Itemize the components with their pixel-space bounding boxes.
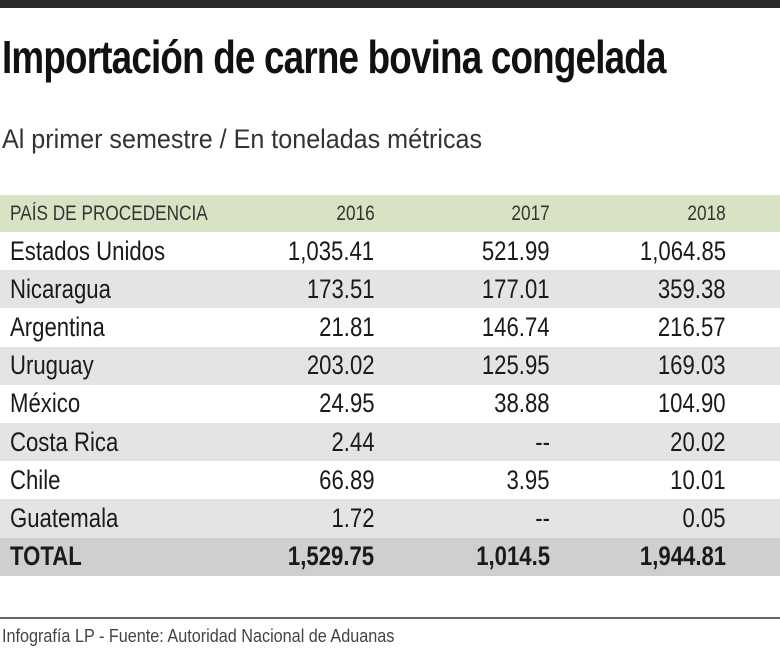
header-row: PAÍS DE PROCEDENCIA 2016 2017 2018 [0, 195, 780, 232]
country-cell: TOTAL [0, 537, 270, 576]
value-2018: 169.03 [549, 346, 726, 385]
value-2016: 203.02 [269, 346, 375, 385]
value-2017: 125.95 [374, 346, 550, 385]
value-2018: 359.38 [549, 270, 726, 309]
header-2017: 2017 [374, 195, 550, 232]
data-table: PAÍS DE PROCEDENCIA 2016 2017 2018 Estad… [0, 195, 780, 576]
table-row: Argentina 21.81 146.74 216.57 [0, 308, 780, 346]
top-bar [0, 0, 780, 8]
row-pad [726, 461, 780, 499]
total-row: TOTAL 1,529.75 1,014.5 1,944.81 [0, 537, 780, 576]
header-pad [725, 195, 780, 232]
value-2018: 0.05 [549, 499, 726, 538]
country-cell: Guatemala [0, 499, 270, 538]
country-cell: Costa Rica [0, 422, 270, 462]
row-pad [725, 499, 780, 538]
value-2016: 21.81 [319, 311, 375, 342]
table-row: Chile 66.89 3.95 10.01 [0, 461, 780, 499]
country-cell: Chile [10, 464, 61, 495]
table-row: Nicaragua 173.51 177.01 359.38 [0, 270, 780, 309]
chart-subtitle: Al primer semestre / En toneladas métric… [2, 124, 483, 154]
table-row: Uruguay 203.02 125.95 169.03 [0, 346, 780, 385]
value-2018: 216.57 [657, 311, 726, 342]
table-row: Estados Unidos 1,035.41 521.99 1,064.85 [0, 232, 780, 270]
value-2017: -- [374, 499, 550, 538]
value-2017: 177.01 [374, 270, 550, 309]
header-2018: 2018 [549, 195, 726, 232]
table-row: México 24.95 38.88 104.90 [0, 385, 780, 423]
value-2016: 1,529.75 [269, 537, 375, 576]
value-2016: 24.95 [319, 388, 375, 419]
country-cell: México [10, 388, 81, 419]
value-2018: 10.01 [670, 464, 726, 495]
value-2017: 38.88 [494, 388, 550, 419]
table-row: Guatemala 1.72 -- 0.05 [0, 499, 780, 538]
row-pad [726, 232, 780, 270]
value-2018: 1,944.81 [549, 537, 726, 576]
value-2017: 1,014.5 [374, 537, 550, 576]
row-pad [725, 270, 780, 309]
table-row: Costa Rica 2.44 -- 20.02 [0, 422, 780, 462]
source-footer: Infografía LP - Fuente: Autoridad Nacion… [2, 626, 395, 646]
row-pad [725, 537, 780, 576]
country-cell: Argentina [10, 311, 105, 342]
value-2017: -- [374, 422, 550, 462]
country-cell: Estados Unidos [10, 235, 166, 266]
value-2016: 1,035.41 [288, 235, 375, 266]
value-2018: 20.02 [549, 422, 726, 462]
header-2016: 2016 [269, 195, 375, 232]
value-2018: 104.90 [657, 388, 726, 419]
country-cell: Uruguay [0, 346, 270, 385]
value-2018: 1,064.85 [639, 235, 726, 266]
value-2016: 66.89 [319, 464, 375, 495]
chart-title: Importación de carne bovina congelada [2, 31, 666, 83]
country-cell: Nicaragua [0, 270, 270, 309]
footer-divider [0, 617, 780, 619]
value-2016: 1.72 [269, 499, 375, 538]
value-2017: 521.99 [482, 235, 550, 266]
row-pad [725, 346, 780, 385]
row-pad [726, 385, 780, 423]
value-2016: 173.51 [269, 270, 375, 309]
row-pad [726, 308, 780, 346]
row-pad [725, 422, 780, 462]
header-country: PAÍS DE PROCEDENCIA [0, 195, 270, 232]
value-2016: 2.44 [269, 422, 375, 462]
value-2017: 3.95 [506, 464, 550, 495]
value-2017: 146.74 [482, 311, 550, 342]
